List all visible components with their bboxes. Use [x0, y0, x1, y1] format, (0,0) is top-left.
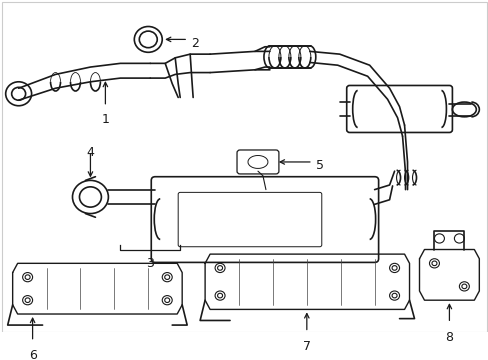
Text: 4: 4	[86, 146, 94, 159]
Text: 7: 7	[302, 340, 310, 353]
Text: 1: 1	[101, 113, 109, 126]
Text: 8: 8	[445, 330, 452, 343]
Text: 5: 5	[315, 159, 323, 172]
Text: 2: 2	[191, 37, 199, 50]
Text: 3: 3	[146, 257, 154, 270]
Text: 6: 6	[29, 349, 37, 360]
